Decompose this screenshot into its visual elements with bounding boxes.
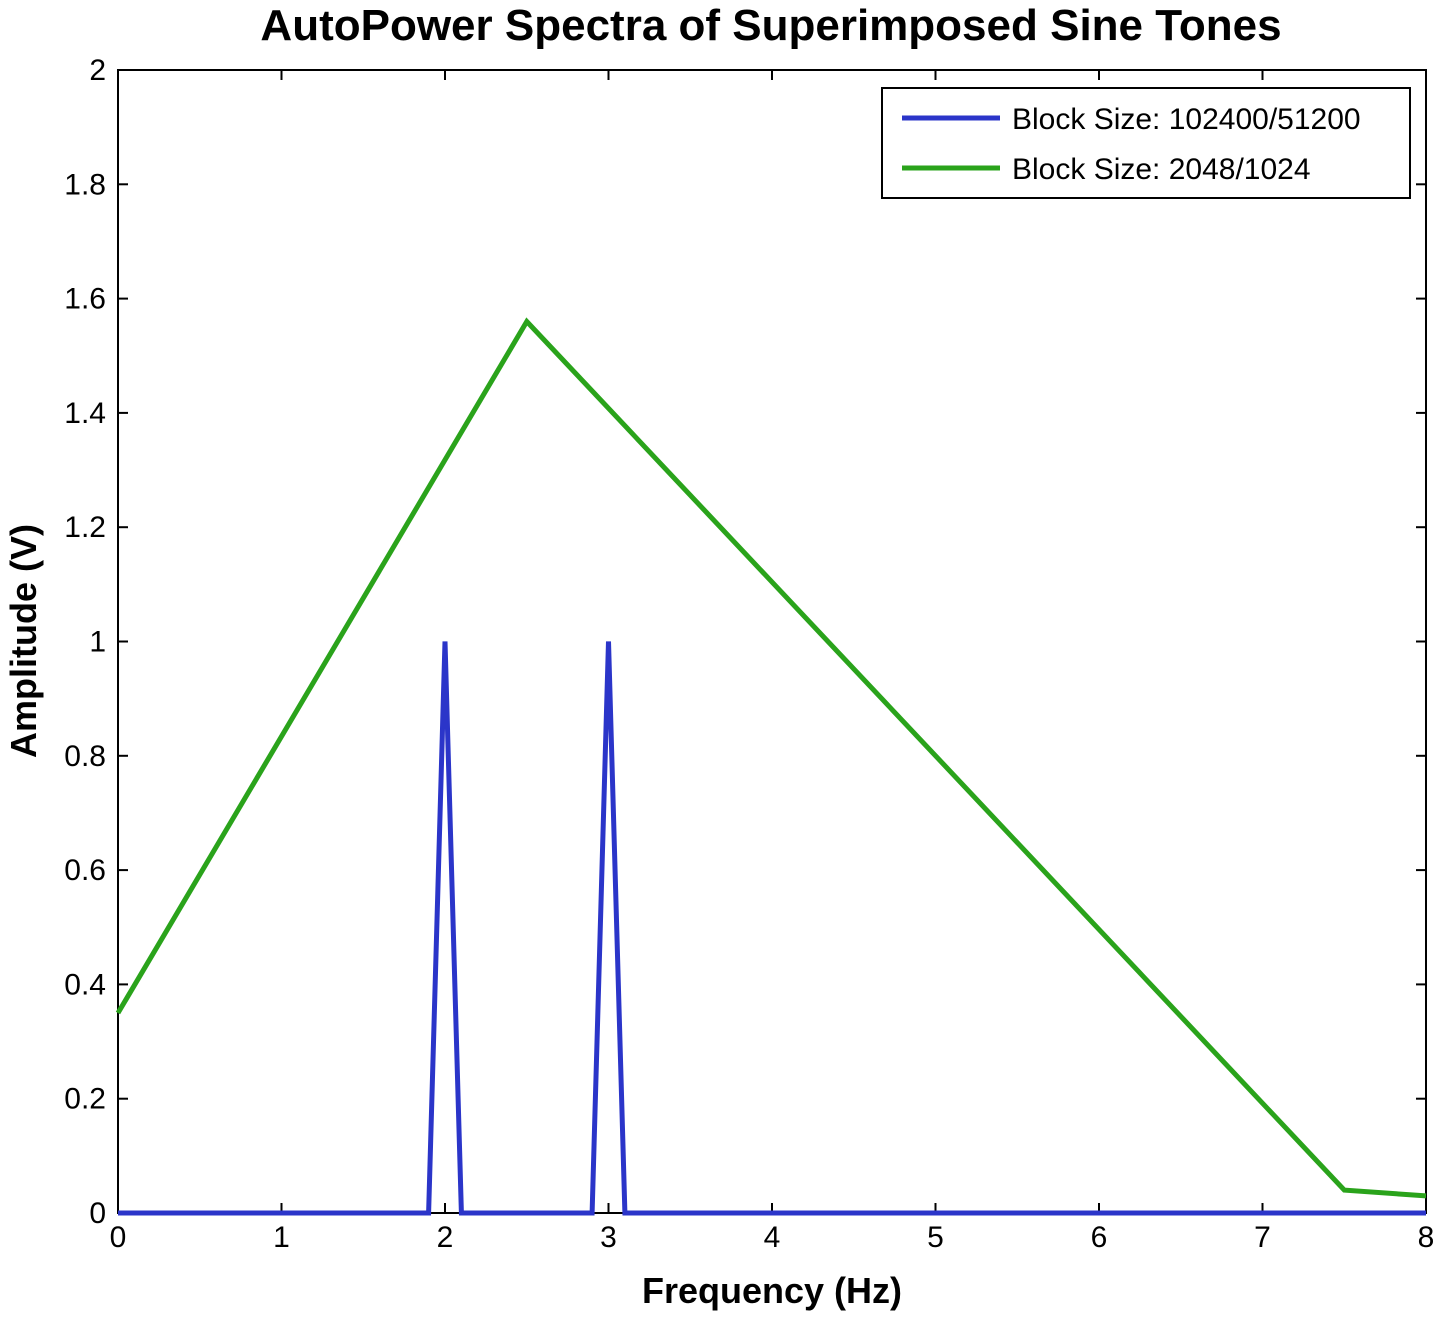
legend-label-2: Block Size: 2048/1024 — [1012, 153, 1311, 186]
chart-title: AutoPower Spectra of Superimposed Sine T… — [260, 1, 1281, 50]
x-axis-label: Frequency (Hz) — [642, 1270, 902, 1311]
series-line-2 — [115, 317, 1427, 1199]
y-tick-label: 1.8 — [64, 168, 106, 201]
y-tick-label: 1.4 — [64, 397, 106, 430]
legend: Block Size: 102400/51200 Block Size: 2048… — [881, 87, 1411, 199]
x-tick-label: 2 — [437, 1221, 454, 1254]
legend-box — [881, 87, 1411, 199]
x-tick-label: 3 — [600, 1221, 617, 1254]
x-tick-label: 7 — [1254, 1221, 1271, 1254]
y-tick-label: 1.2 — [64, 511, 106, 544]
y-tick-label: 0.8 — [64, 740, 106, 773]
series-lines — [115, 317, 1427, 1216]
y-axis-ticks: 0 0.2 0.4 0.6 0.8 1 1.2 1.4 1.6 1.8 2 — [64, 54, 1426, 1230]
plot-frame — [117, 69, 1427, 1214]
y-tick-label: 0.6 — [64, 854, 106, 887]
x-axis-ticks: 0 1 2 3 4 5 6 7 8 — [110, 70, 1435, 1254]
x-tick-label: 4 — [764, 1221, 781, 1254]
y-tick-label: 0.4 — [64, 968, 106, 1001]
x-tick-label: 0 — [110, 1221, 127, 1254]
y-tick-label: 0.2 — [64, 1083, 106, 1116]
x-tick-label: 6 — [1091, 1221, 1108, 1254]
series-line-1 — [118, 641, 1426, 1216]
x-tick-label: 1 — [273, 1221, 290, 1254]
x-tick-label: 5 — [927, 1221, 944, 1254]
y-axis-label: Amplitude (V) — [3, 524, 44, 758]
y-tick-label: 2 — [89, 54, 106, 87]
y-tick-label: 1.6 — [64, 283, 106, 316]
plot-area: 0 1 2 3 4 5 6 7 8 0 0.2 0.4 0.6 0.8 1 1.2 1.4 1.6 1.8 2 — [64, 54, 1434, 1254]
x-tick-label: 8 — [1418, 1221, 1435, 1254]
y-tick-label: 1 — [89, 626, 106, 659]
y-tick-label: 0 — [89, 1197, 106, 1230]
legend-label-1: Block Size: 102400/51200 — [1012, 103, 1361, 136]
